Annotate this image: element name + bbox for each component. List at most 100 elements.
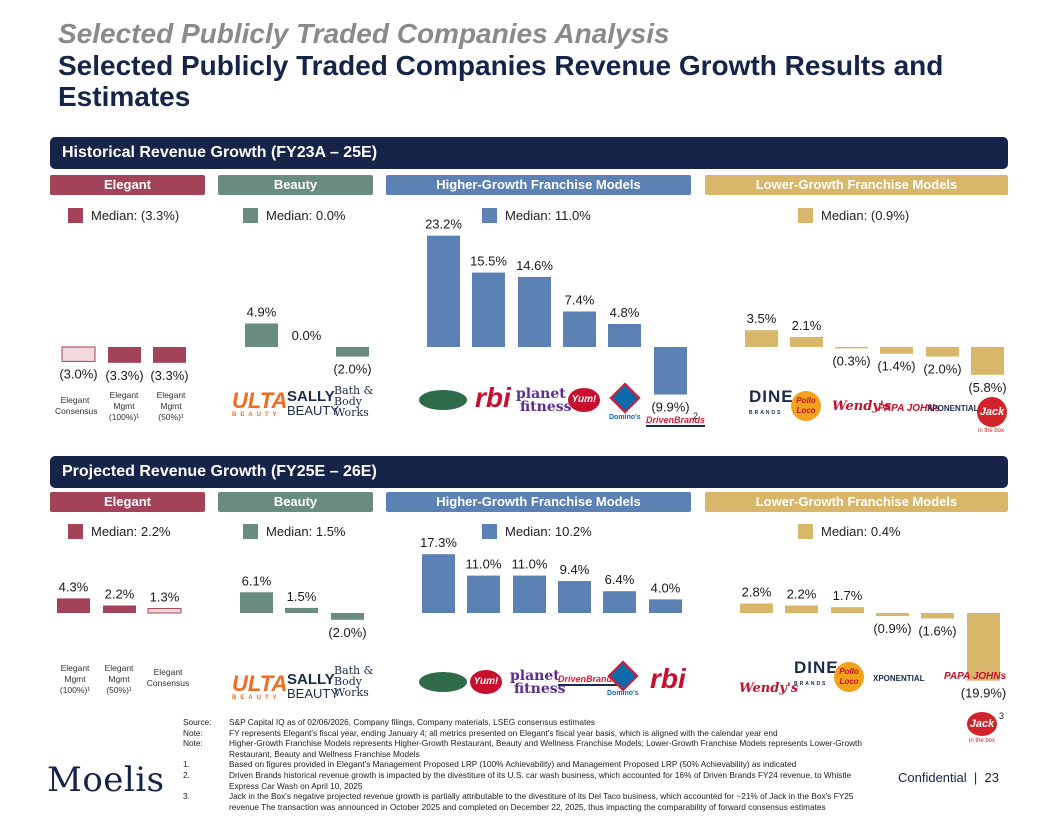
footnote-key: 1. — [183, 759, 190, 770]
data-label: (3.0%) — [59, 366, 97, 381]
data-label: (1.6%) — [918, 623, 956, 638]
confidential-footer: Confidential | 23 — [898, 770, 999, 785]
page-title: Selected Publicly Traded Companies Analy… — [58, 18, 670, 49]
elegant-mgmt50-label: Elegant Mgmt (50%)¹ — [156, 390, 186, 422]
median-label: Median: 0.0% — [266, 208, 346, 223]
moelis-logo: Moelis — [47, 760, 165, 800]
wendys-logo: Wendy's — [832, 399, 892, 414]
footnote-row: Note: Higher-Growth Franchise Models repr… — [183, 738, 879, 759]
bar-projected — [240, 592, 273, 613]
footnote-marker: 3 — [999, 711, 1005, 721]
wendys-logo: Wendy's — [739, 681, 799, 696]
bar-historical — [245, 323, 278, 347]
dine-brands-logo: DINE BRANDS — [749, 387, 794, 416]
bar-historical — [654, 347, 687, 395]
yum-logo: Yum! — [470, 670, 502, 694]
data-label: (0.3%) — [832, 353, 870, 368]
footnote-marker: 2 — [693, 411, 699, 421]
xponential-logo: XPONENTIAL — [873, 674, 925, 683]
median-label: Median: 0.4% — [821, 524, 901, 539]
jack-in-the-box-label: in the box — [978, 428, 1005, 434]
data-label: 17.3% — [420, 535, 457, 550]
median-beauty: Median: 1.5% — [243, 524, 346, 540]
ulta-logo: ULTA BEAUTY — [232, 671, 288, 702]
bar-historical — [108, 347, 141, 363]
driven-brands-logo: DrivenBrands — [558, 674, 618, 686]
category-higher-growth: Higher-Growth Franchise Models — [386, 175, 691, 195]
bar-historical — [61, 346, 96, 362]
data-label: 15.5% — [470, 254, 507, 269]
data-label: (3.3%) — [105, 368, 143, 383]
footnote-key: Note: — [183, 727, 203, 738]
dine-brands-logo: DINE BRANDS — [794, 658, 839, 687]
footnote-row: Source: S&P Capital IQ as of 02/06/2026, … — [183, 717, 879, 728]
median-lower-growth: Median: (0.9%) — [798, 208, 909, 224]
data-label: 7.4% — [565, 292, 595, 307]
bar-projected — [603, 591, 636, 613]
data-label: 2.1% — [792, 318, 822, 333]
data-label: (0.9%) — [873, 621, 911, 636]
footnote-text: S&P Capital IQ as of 02/06/2026, Company… — [229, 717, 596, 727]
footnote-text: Driven Brands historical revenue growth … — [229, 769, 852, 791]
legend-swatch — [798, 208, 813, 223]
median-label: Median: 11.0% — [505, 208, 591, 223]
elegant-mgmt100-label: Elegant Mgmt (100%)¹ — [108, 390, 140, 422]
footnote-row: Note: FY represents Elegant's fiscal year… — [183, 728, 879, 739]
bar-projected — [967, 613, 1000, 681]
bar-projected — [422, 554, 455, 613]
rbi-logo: rbi — [475, 382, 511, 413]
sally-beauty-logo: SALLY BEAUTY — [287, 671, 340, 701]
data-label: (3.3%) — [150, 368, 188, 383]
bar-projected — [921, 613, 954, 619]
legend-swatch — [482, 208, 497, 223]
bar-historical — [153, 347, 186, 363]
category-beauty: Beauty — [218, 492, 373, 512]
category-elegant: Elegant — [50, 175, 205, 195]
data-label: 0.0% — [292, 328, 322, 343]
legend-swatch — [68, 208, 83, 223]
papa-johns-logo: PAPA JOHNs — [878, 403, 941, 414]
footnote-row: 3. Jack in the Box's negative projected r… — [183, 791, 879, 812]
section-header-historical: Historical Revenue Growth (FY23A – 25E) — [50, 137, 1008, 169]
yum-logo: Yum! — [568, 388, 600, 412]
median-label: Median: 1.5% — [266, 524, 346, 539]
median-beauty: Median: 0.0% — [243, 208, 346, 224]
data-label: 6.4% — [605, 572, 635, 587]
category-lower-growth: Lower-Growth Franchise Models — [705, 492, 1008, 512]
median-higher-growth: Median: 10.2% — [482, 524, 592, 540]
elegant-consensus-label: Elegant Consensus — [146, 667, 190, 688]
section-header-projected: Projected Revenue Growth (FY25E – 26E) — [50, 456, 1008, 488]
footnote-row: 1. Based on figures provided in Elegant's… — [183, 759, 879, 770]
bath-body-works-logo: Bath & Body Works — [334, 664, 374, 699]
data-label: 3.5% — [747, 311, 777, 326]
planet-fitness-logo: planet fitness — [510, 668, 566, 697]
bar-projected — [331, 613, 364, 620]
bar-projected — [57, 598, 90, 613]
median-higher-growth: Median: 11.0% — [482, 208, 591, 224]
footnote-text: Higher-Growth Franchise Models represent… — [229, 738, 862, 759]
bar-historical — [518, 276, 551, 347]
bar-historical — [790, 336, 823, 347]
bar-historical — [745, 330, 778, 347]
rbi-logo: rbi — [650, 663, 686, 694]
dominos-label: Domino's — [607, 690, 639, 697]
category-beauty: Beauty — [218, 175, 373, 195]
bar-projected — [285, 607, 318, 613]
data-label: (9.9%) — [651, 400, 689, 415]
sally-beauty-logo: SALLY BEAUTY — [287, 388, 340, 418]
data-label: (5.8%) — [968, 380, 1006, 395]
bar-historical — [336, 347, 369, 357]
data-label: (19.9%) — [961, 686, 1007, 701]
jack-in-the-box-logo: Jack — [977, 397, 1007, 427]
data-label: 9.4% — [560, 562, 590, 577]
bar-historical — [926, 347, 959, 357]
data-label: 11.0% — [466, 557, 502, 572]
footnote-text: FY represents Elegant's fiscal year, end… — [229, 727, 778, 738]
bar-projected — [513, 575, 546, 613]
median-lower-growth: Median: 0.4% — [798, 524, 901, 540]
bar-historical — [880, 347, 913, 354]
median-label: Median: (0.9%) — [821, 208, 910, 223]
legend-swatch — [798, 524, 813, 539]
bar-projected — [876, 613, 909, 617]
bar-projected — [467, 575, 500, 613]
